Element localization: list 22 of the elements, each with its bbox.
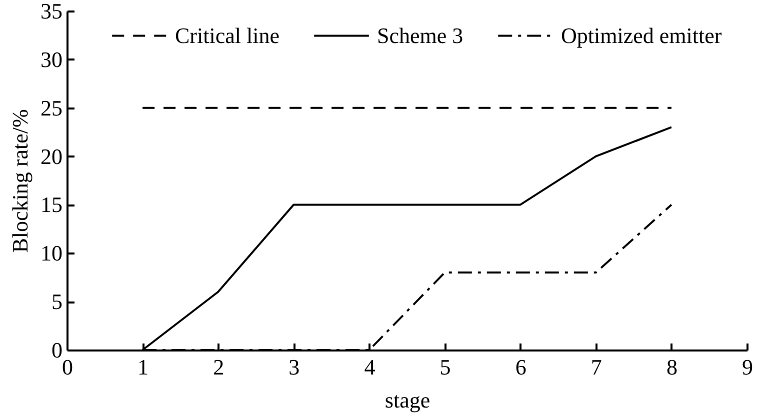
x-tick-label: 9 (742, 354, 753, 380)
x-tick-label: 6 (515, 354, 526, 380)
x-tick-label: 3 (288, 354, 300, 380)
y-tick-label: 20 (40, 144, 62, 169)
y-tick-label: 25 (40, 95, 62, 120)
y-tick-label: 0 (52, 338, 62, 362)
x-tick-label: 7 (590, 354, 602, 380)
legend-label: Scheme 3 (377, 22, 464, 48)
y-tick-label: 15 (40, 192, 62, 218)
y-axis-title: Blocking rate/% (8, 109, 32, 253)
x-tick-label: 2 (213, 354, 224, 380)
y-tick-label: 35 (40, 0, 62, 24)
x-tick-label: 1 (138, 354, 149, 380)
y-tick-label: 30 (40, 46, 62, 72)
x-tick-label: 5 (440, 354, 451, 380)
x-tick-label: 8 (666, 354, 678, 380)
x-axis-title: stage (384, 388, 430, 412)
y-tick-label: 10 (40, 240, 62, 266)
legend-label: Optimized emitter (561, 22, 722, 48)
x-tick-label: 4 (364, 354, 376, 380)
legend-label: Critical line (175, 22, 280, 48)
y-tick-label: 5 (52, 289, 62, 314)
